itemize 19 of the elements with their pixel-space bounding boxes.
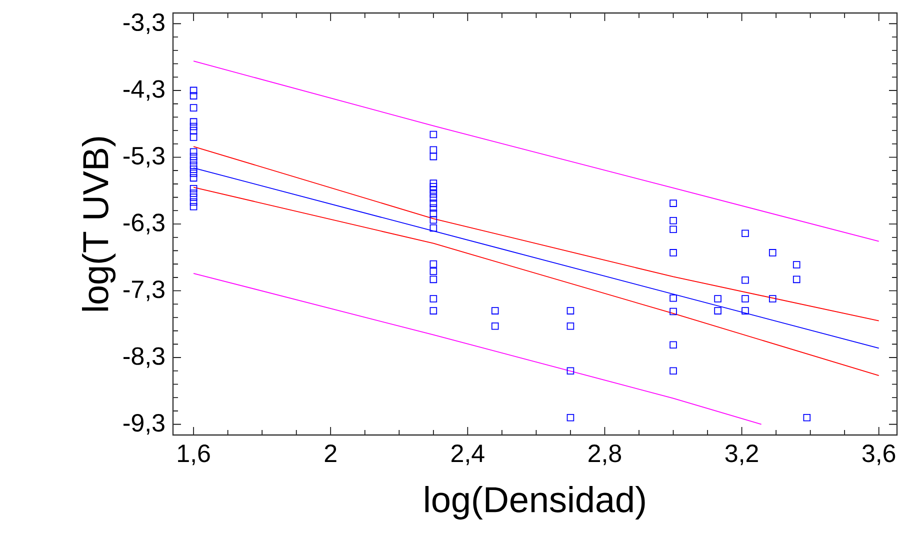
- line-series: [193, 60, 880, 242]
- x-tick-label: 2: [324, 444, 336, 462]
- x-tick-label: 3,6: [862, 444, 896, 466]
- x-tick-label: 1,6: [178, 444, 210, 466]
- y-axis-title: log(T UVB): [82, 137, 116, 311]
- x-tick-label: 3,2: [725, 444, 758, 466]
- x-tick-label: 2,4: [452, 444, 484, 466]
- y-tick-label: -7,3: [124, 280, 164, 302]
- line-series: [193, 272, 762, 425]
- line-series: [193, 146, 880, 322]
- y-tick-label: -5,3: [124, 146, 164, 168]
- y-tick-label: -6,3: [124, 214, 164, 234]
- y-tick-label: -4,3: [124, 80, 164, 101]
- x-axis-title: log(Densidad): [425, 486, 645, 520]
- y-tick-label: -9,3: [124, 414, 164, 435]
- line-series: [193, 186, 880, 376]
- y-tick-label: -3,3: [124, 13, 164, 34]
- x-tick-label: 2,8: [588, 444, 622, 466]
- y-tick-label: -8,3: [124, 347, 164, 368]
